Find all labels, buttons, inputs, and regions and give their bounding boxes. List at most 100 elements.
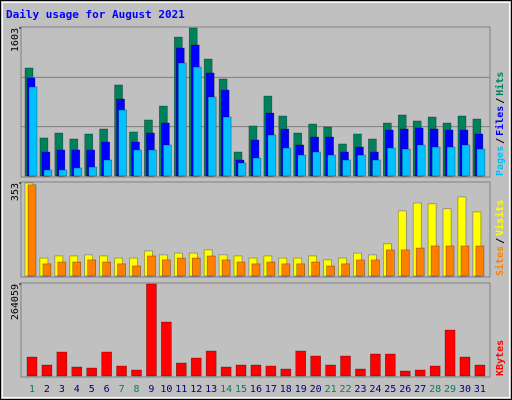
bar <box>148 149 157 177</box>
bar <box>385 353 396 377</box>
plot-area <box>20 282 491 378</box>
bar <box>461 144 471 177</box>
bar <box>399 370 411 377</box>
x-tick-label: 30 <box>459 384 471 395</box>
bar <box>342 159 351 177</box>
x-tick-label: 18 <box>280 384 292 395</box>
bar <box>221 259 231 277</box>
legend-entry: Sites <box>494 246 506 276</box>
bar <box>102 261 111 277</box>
bar <box>387 147 396 177</box>
bar <box>252 157 262 177</box>
legend-entry: Hits <box>494 72 506 96</box>
bar <box>222 116 232 177</box>
x-tick-label: 2 <box>44 384 50 395</box>
bar <box>250 364 262 377</box>
bar <box>26 356 38 377</box>
bar <box>356 259 365 277</box>
x-tick-label: 21 <box>325 384 337 395</box>
legend: Pages / Files / Hits <box>494 72 506 176</box>
bar <box>41 364 53 377</box>
bar <box>281 263 291 277</box>
bar <box>146 283 157 377</box>
bar <box>400 249 410 277</box>
x-tick-label: 16 <box>250 384 262 395</box>
x-tick-label: 17 <box>265 384 277 395</box>
bar <box>446 146 456 177</box>
bar <box>176 362 187 377</box>
x-tick-label: 9 <box>148 384 154 395</box>
bar <box>133 149 142 177</box>
bar <box>220 366 232 377</box>
legend-entry: Files <box>494 106 506 136</box>
bar <box>310 355 321 377</box>
y-tick-label: 264059 <box>10 284 21 320</box>
bar <box>42 263 52 277</box>
x-tick-label: 20 <box>310 384 322 395</box>
bar <box>476 148 486 177</box>
bar <box>340 355 351 377</box>
bar <box>56 351 68 377</box>
x-tick-label: 14 <box>220 384 232 395</box>
bar <box>444 329 456 377</box>
bar <box>326 265 335 277</box>
x-tick-label: 15 <box>235 384 247 395</box>
x-tick-label: 26 <box>399 384 411 395</box>
bar <box>177 257 186 277</box>
bar <box>72 261 82 277</box>
bar <box>162 259 171 277</box>
bar <box>475 245 485 277</box>
bar <box>267 134 277 177</box>
bar <box>325 364 336 377</box>
bar <box>132 265 141 277</box>
x-tick-label: 27 <box>414 384 426 395</box>
bar <box>206 255 216 277</box>
x-tick-label: 11 <box>175 384 187 395</box>
x-tick-label: 19 <box>295 384 307 395</box>
bar <box>236 261 246 277</box>
legend-separator: / <box>495 98 506 104</box>
legend-separator: / <box>495 138 506 144</box>
y-tick-label: 353 <box>10 183 21 201</box>
bar <box>117 263 126 277</box>
bar <box>57 261 67 277</box>
x-tick-label: 23 <box>354 384 366 395</box>
bar <box>459 356 471 377</box>
bar <box>71 366 83 377</box>
bar <box>161 321 172 377</box>
bar <box>386 249 395 277</box>
legend-separator: / <box>495 238 506 244</box>
bar <box>430 245 440 277</box>
legend: KBytes <box>495 340 506 376</box>
bar <box>280 368 292 377</box>
bar <box>27 184 37 277</box>
bar <box>431 146 441 177</box>
bar <box>297 154 307 177</box>
x-tick-label: 31 <box>474 384 486 395</box>
x-tick-label: 4 <box>74 384 80 395</box>
bar <box>371 259 380 277</box>
bar <box>58 169 68 177</box>
bar <box>355 368 366 377</box>
bar <box>178 62 187 177</box>
x-tick-label: 6 <box>104 384 110 395</box>
x-tick-label: 1 <box>29 384 35 395</box>
bar <box>73 167 83 177</box>
x-tick-label: 25 <box>384 384 396 395</box>
bar <box>192 66 202 177</box>
bar <box>327 154 336 177</box>
bar <box>265 365 277 377</box>
bar <box>372 159 381 177</box>
bar <box>87 259 97 277</box>
bar <box>28 86 38 177</box>
legend-entry: Pages <box>495 146 506 176</box>
bar <box>207 96 217 177</box>
bar <box>163 144 172 177</box>
bar <box>296 263 306 277</box>
bar <box>429 365 441 377</box>
bar <box>131 369 142 377</box>
legend-entry: Visits <box>494 200 506 236</box>
x-tick-label: 5 <box>89 384 95 395</box>
chart-title: Daily usage for August 2021 <box>6 8 185 21</box>
